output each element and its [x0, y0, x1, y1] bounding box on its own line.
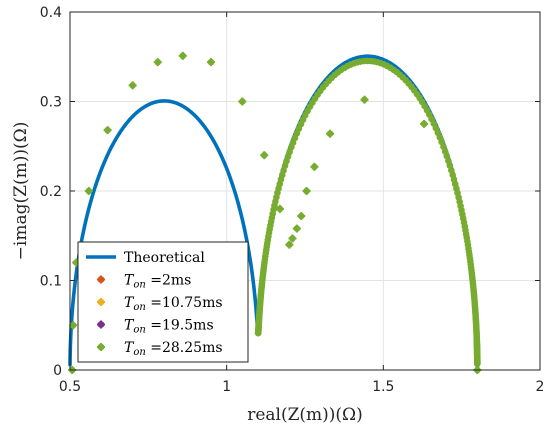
- series-ton-28-25ms-marker: [420, 119, 429, 128]
- series-ton-28-25ms-marker: [360, 95, 369, 104]
- legend-label-value: =10.75ms: [146, 295, 223, 311]
- legend-label-value: =28.25ms: [146, 340, 223, 356]
- series-ton-28-25ms-dense-points: [254, 57, 481, 368]
- y-tick-label: 0.1: [40, 274, 62, 290]
- legend-entry: Ton =10.75ms: [97, 295, 223, 313]
- series-ton-28-25ms-marker: [238, 97, 247, 106]
- ticks: 0.5 1 1.5 2 0 0.1 0.2 0.3 0.4: [40, 5, 545, 395]
- y-tick-label: 0.4: [40, 5, 62, 21]
- series-ton-28-25ms-marker: [103, 126, 112, 135]
- legend-label-subscript: on: [133, 280, 145, 291]
- series-ton-28-25ms-marker: [297, 212, 306, 221]
- legend-label-subscript: on: [133, 325, 145, 336]
- series-ton-28-25ms-marker: [178, 51, 187, 60]
- series-ton-28-25ms-marker: [84, 187, 93, 195]
- y-tick-label: 0.3: [40, 95, 62, 111]
- legend-label: Theoretical: [124, 250, 205, 266]
- legend-label-value: =2ms: [146, 273, 192, 289]
- series-layer: [68, 51, 482, 374]
- legend-label-subscript: on: [133, 302, 145, 313]
- y-tick-label: 0.2: [40, 184, 62, 200]
- series-ton-28-25ms-marker: [260, 151, 269, 160]
- legend-label: Ton =28.25ms: [124, 340, 223, 358]
- series-ton-28-25ms-marker: [326, 129, 335, 138]
- series-ton-28-25ms-marker: [275, 204, 284, 213]
- series-ton-28-25ms-point: [254, 329, 262, 337]
- legend-entry: Ton =2ms: [97, 273, 191, 291]
- y-axis-title: −imag(Z(m))(Ω): [11, 122, 31, 261]
- legend-label: Ton =2ms: [124, 273, 191, 291]
- legend-label: Ton =19.5ms: [124, 318, 214, 336]
- legend-label-subscript: on: [133, 347, 145, 358]
- x-tick-label: 1: [222, 379, 231, 395]
- legend-label-var: T: [124, 273, 135, 289]
- x-tick-label: 1.5: [372, 379, 394, 395]
- legend-entry: Theoretical: [86, 250, 205, 266]
- x-axis-title: real(Z(m))(Ω): [247, 405, 363, 425]
- series-ton-28-25ms-marker: [288, 234, 297, 243]
- series-ton-28-25ms-marker: [153, 58, 162, 67]
- series-ton-28-25ms-marker: [292, 224, 301, 233]
- series-ton-28-25ms-marker: [302, 187, 311, 195]
- legend-box: [77, 241, 249, 363]
- legend-entry: Ton =19.5ms: [97, 318, 214, 336]
- series-ton-28-25ms-marker: [128, 81, 137, 90]
- legend-label-value: =19.5ms: [146, 318, 214, 334]
- x-tick-label: 0.5: [59, 379, 81, 395]
- legend-label: Ton =10.75ms: [124, 295, 223, 313]
- y-tick-label: 0: [53, 363, 62, 379]
- series-ton-28-25ms-marker: [310, 162, 319, 171]
- legend-label-var: T: [124, 318, 135, 334]
- legend-entry: Ton =28.25ms: [97, 340, 223, 358]
- series-ton-28-25ms-marker: [285, 240, 294, 249]
- x-tick-label: 2: [536, 379, 545, 395]
- series-ton-28-25ms-marker: [207, 58, 215, 67]
- legend-label-var: T: [124, 340, 135, 356]
- legend-label-var: T: [124, 295, 135, 311]
